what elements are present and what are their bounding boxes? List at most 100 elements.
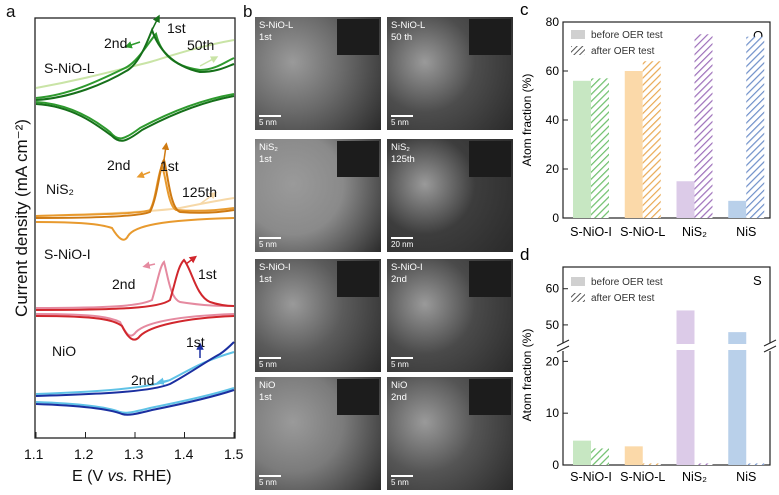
tem-image-tile: NiS₂ 1st 5 nm	[255, 139, 381, 252]
panel-c-label: c	[520, 0, 529, 19]
cycle-label-1st: 1st	[198, 266, 217, 282]
panel-c-ytick-label: 60	[546, 64, 560, 78]
panel-d-chart: d S 0 10 20 50 60 Atom fraction (%) S-NiO-I S-NiO…	[520, 245, 777, 484]
bar-after	[591, 78, 609, 218]
panel-c-category-label: NiS₂	[682, 225, 707, 239]
legend-swatch-after	[571, 46, 585, 55]
legend-swatch-before	[571, 277, 585, 286]
panel-d-category-label: S-NiO-I	[570, 470, 612, 484]
bar-before	[624, 71, 643, 218]
cv-s-nio-l	[35, 27, 235, 142]
legend-before-label: before OER test	[591, 30, 663, 41]
bar-before	[676, 181, 695, 218]
tem-image-tile: NiO 1st 5 nm	[255, 377, 381, 490]
bar-after	[591, 448, 609, 465]
fft-inset	[337, 141, 379, 177]
cycle-label-50th: 50th	[187, 37, 215, 53]
panel-d-ytick-label: 60	[546, 282, 560, 296]
panel-d-element-label: S	[753, 273, 762, 288]
tem-image-tile: NiO 2nd 5 nm	[387, 377, 513, 490]
panel-a-xlabel: E (V vs. RHE)	[72, 468, 172, 485]
bar-before	[573, 440, 591, 465]
panel-d-ytick-label: 20	[546, 354, 560, 368]
axis-break-band	[557, 344, 776, 350]
scale-label: 5 nm	[391, 360, 409, 369]
fft-inset	[469, 261, 511, 297]
panel-c-ytick-label: 20	[546, 162, 560, 176]
tile-caption: S-NiO-I 2nd	[391, 262, 423, 285]
panel-c-ylabel: Atom fraction (%)	[520, 74, 534, 167]
scale-bar	[259, 357, 281, 359]
tile-caption: S-NiO-L 50 th	[391, 20, 426, 43]
tem-image-tile: S-NiO-I 2nd 5 nm	[387, 259, 513, 372]
legend-after-label: after OER test	[591, 293, 655, 304]
cycle-label-2nd: 2nd	[104, 35, 128, 51]
bar-before	[676, 310, 695, 465]
bar-after	[746, 463, 765, 465]
cv-nis2	[35, 158, 235, 241]
legend-swatch-before	[571, 30, 585, 39]
fft-inset	[337, 379, 379, 415]
curve-label-nio: NiO	[52, 343, 77, 359]
panel-d-ytick-label: 10	[546, 406, 560, 420]
panel-c-element-label: O	[753, 28, 763, 43]
axis-break-mark	[556, 339, 570, 347]
scale-label: 5 nm	[259, 360, 277, 369]
panel-d-frame	[562, 266, 771, 466]
cycle-label-1st: 1st	[186, 334, 205, 350]
cycle-label-2nd: 2nd	[107, 157, 131, 173]
panel-c-category-label: S-NiO-L	[620, 225, 665, 239]
panel-a-plot	[34, 14, 236, 439]
scale-label: 5 nm	[391, 478, 409, 487]
panel-a-xtick-label: 1.1	[24, 446, 44, 462]
scale-label: 5 nm	[259, 118, 277, 127]
tile-caption: S-NiO-L 1st	[259, 20, 294, 43]
axis-break-mark	[763, 345, 777, 353]
panel-c-ytick-label: 40	[546, 113, 560, 127]
panel-b-label: b	[243, 2, 253, 21]
curve-label-s-nio-i: S-NiO-I	[44, 246, 91, 262]
panel-a-label: a	[6, 2, 16, 21]
curve-label-nis2: NiS₂	[46, 181, 74, 197]
tile-caption: NiO 1st	[259, 380, 276, 403]
fft-inset	[469, 379, 511, 415]
panel-d-label: d	[520, 245, 529, 264]
bar-after	[642, 463, 661, 465]
scale-bar	[391, 475, 413, 477]
axis-break-mark	[763, 339, 777, 347]
panel-a-xtick-label: 1.4	[174, 446, 194, 462]
cv-s-nio-i	[35, 258, 235, 341]
legend-after-label: after OER test	[591, 46, 655, 57]
panel-c-category-label: NiS	[736, 225, 756, 239]
scale-label: 5 nm	[391, 118, 409, 127]
cycle-label-2nd: 2nd	[112, 276, 136, 292]
cycle-label-125th: 125th	[182, 184, 218, 200]
panel-d-ylabel: Atom fraction (%)	[520, 329, 534, 422]
tem-image-tile: S-NiO-L 50 th 5 nm	[387, 17, 513, 130]
bar-after	[746, 36, 765, 219]
scale-label: 5 nm	[259, 478, 277, 487]
axis-break-mark	[556, 345, 570, 353]
scale-bar	[259, 237, 281, 239]
panel-d-category-label: S-NiO-L	[620, 470, 665, 484]
tile-caption: S-NiO-I 1st	[259, 262, 291, 285]
panel-a-xtick-label: 1.5	[224, 446, 244, 462]
panel-a-xtick-label: 1.2	[74, 446, 94, 462]
bar-after	[694, 34, 713, 218]
legend-swatch-after	[571, 293, 585, 302]
scale-label: 20 nm	[391, 240, 414, 249]
bar-before	[728, 200, 747, 218]
cycle-label-1st: 1st	[160, 158, 179, 174]
fft-inset	[469, 19, 511, 55]
tem-image-tile: S-NiO-L 1st 5 nm	[255, 17, 381, 130]
panel-d-category-label: NiS	[736, 470, 756, 484]
panel-c-category-label: S-NiO-I	[570, 225, 612, 239]
scale-bar	[259, 115, 281, 117]
panel-d-ytick-label: 0	[552, 458, 559, 472]
scale-bar	[391, 357, 413, 359]
fft-inset	[337, 261, 379, 297]
tile-caption: NiS₂ 1st	[259, 142, 278, 165]
curve-label-s-nio-l: S-NiO-L	[44, 60, 95, 76]
scale-bar	[391, 115, 413, 117]
fft-inset	[469, 141, 511, 177]
